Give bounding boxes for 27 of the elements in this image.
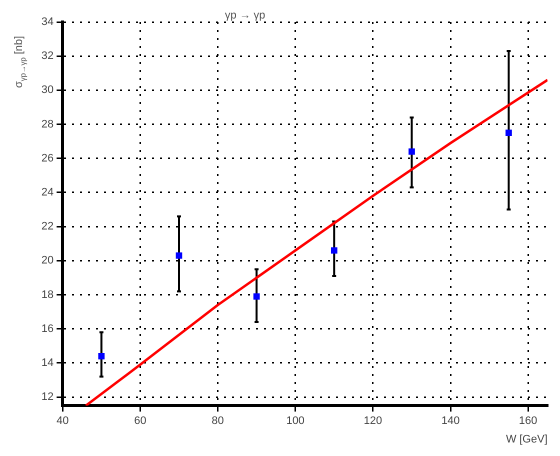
y-tick-label: 30 [41, 84, 54, 96]
point [408, 148, 415, 155]
x-tick-label: 80 [212, 415, 224, 428]
x-tick-label: 120 [364, 415, 382, 428]
y-tick-label: 16 [41, 322, 54, 335]
y-tick-label: 34 [41, 16, 54, 28]
y-tick-label: 14 [41, 357, 54, 370]
point [253, 293, 260, 300]
point [176, 252, 182, 259]
chart-title: γp → γp [224, 10, 266, 22]
point [98, 352, 105, 360]
y-tick-label: 20 [41, 254, 54, 267]
x-tick-label: 100 [286, 415, 305, 428]
x-tick-label: 160 [518, 415, 538, 428]
y-tick-label: 28 [41, 118, 54, 130]
y-tick-label: 26 [41, 152, 54, 164]
y-tick-label: 32 [41, 50, 54, 62]
x-tick-label: 140 [441, 415, 460, 428]
x-tick-label: 60 [134, 415, 146, 428]
point [506, 130, 512, 136]
y-tick-label: 18 [41, 288, 54, 301]
y-tick-label: 24 [41, 186, 54, 199]
point [330, 247, 338, 254]
x-tick-label: 40 [56, 415, 69, 428]
y-tick-label: 22 [41, 220, 54, 233]
y-tick-label: 12 [41, 391, 54, 404]
x-axis-title: W [GeV] [506, 433, 548, 446]
